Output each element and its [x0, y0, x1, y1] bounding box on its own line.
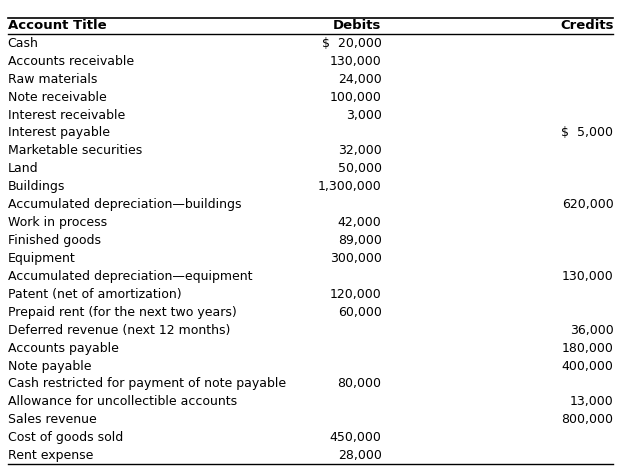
Text: 620,000: 620,000	[561, 198, 614, 211]
Text: 50,000: 50,000	[338, 162, 381, 176]
Text: 36,000: 36,000	[569, 324, 614, 336]
Text: Patent (net of amortization): Patent (net of amortization)	[7, 288, 181, 301]
Text: 24,000: 24,000	[338, 73, 381, 86]
Text: 100,000: 100,000	[330, 91, 381, 103]
Text: 300,000: 300,000	[330, 252, 381, 265]
Text: 1,300,000: 1,300,000	[318, 180, 381, 193]
Text: 180,000: 180,000	[561, 342, 614, 355]
Text: 130,000: 130,000	[330, 55, 381, 68]
Text: Equipment: Equipment	[7, 252, 75, 265]
Text: Rent expense: Rent expense	[7, 449, 93, 462]
Text: 130,000: 130,000	[561, 270, 614, 283]
Text: Interest payable: Interest payable	[7, 126, 109, 139]
Text: $  20,000: $ 20,000	[322, 37, 381, 50]
Text: Cost of goods sold: Cost of goods sold	[7, 431, 123, 444]
Text: Prepaid rent (for the next two years): Prepaid rent (for the next two years)	[7, 306, 237, 319]
Text: Note payable: Note payable	[7, 359, 91, 373]
Text: Cash: Cash	[7, 37, 39, 50]
Text: Accumulated depreciation—buildings: Accumulated depreciation—buildings	[7, 198, 241, 211]
Text: Accounts receivable: Accounts receivable	[7, 55, 134, 68]
Text: 60,000: 60,000	[338, 306, 381, 319]
Text: 3,000: 3,000	[346, 109, 381, 122]
Text: Note receivable: Note receivable	[7, 91, 106, 103]
Text: Interest receivable: Interest receivable	[7, 109, 125, 122]
Text: Raw materials: Raw materials	[7, 73, 97, 86]
Text: 450,000: 450,000	[330, 431, 381, 444]
Text: Accounts payable: Accounts payable	[7, 342, 119, 355]
Text: Work in process: Work in process	[7, 216, 107, 229]
Text: Credits: Credits	[560, 19, 614, 32]
Text: 42,000: 42,000	[338, 216, 381, 229]
Text: 13,000: 13,000	[569, 395, 614, 409]
Text: Accumulated depreciation—equipment: Accumulated depreciation—equipment	[7, 270, 252, 283]
Text: Allowance for uncollectible accounts: Allowance for uncollectible accounts	[7, 395, 237, 409]
Text: 80,000: 80,000	[338, 378, 381, 390]
Text: Cash restricted for payment of note payable: Cash restricted for payment of note paya…	[7, 378, 286, 390]
Text: 800,000: 800,000	[561, 413, 614, 426]
Text: Debits: Debits	[333, 19, 381, 32]
Text: Land: Land	[7, 162, 39, 176]
Text: 28,000: 28,000	[338, 449, 381, 462]
Text: Sales revenue: Sales revenue	[7, 413, 96, 426]
Text: $  5,000: $ 5,000	[561, 126, 614, 139]
Text: 120,000: 120,000	[330, 288, 381, 301]
Text: 32,000: 32,000	[338, 144, 381, 157]
Text: Marketable securities: Marketable securities	[7, 144, 142, 157]
Text: Buildings: Buildings	[7, 180, 65, 193]
Text: 400,000: 400,000	[561, 359, 614, 373]
Text: Finished goods: Finished goods	[7, 234, 101, 247]
Text: Deferred revenue (next 12 months): Deferred revenue (next 12 months)	[7, 324, 230, 336]
Text: 89,000: 89,000	[338, 234, 381, 247]
Text: Account Title: Account Title	[7, 19, 106, 32]
